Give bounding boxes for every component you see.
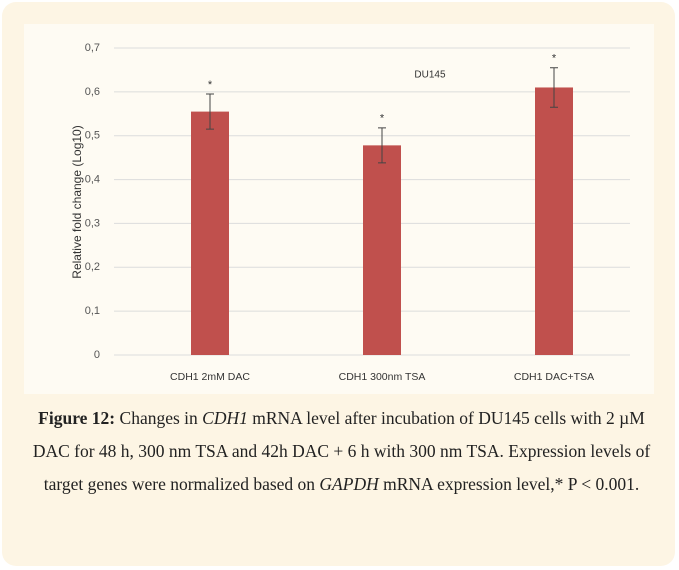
caption-text: mRNA expression level,* P < 0.001. [378, 474, 640, 494]
y-tick-label: 0,4 [85, 173, 100, 185]
y-tick-label: 0,5 [85, 130, 100, 142]
chart: DU145 Relative fold change (Log10) 0 0,1 0… [24, 24, 654, 394]
y-tick-label: 0,6 [85, 86, 100, 98]
chart-title: DU145 [414, 70, 446, 81]
error-bar [550, 67, 558, 108]
x-tick-label: CDH1 2mM DAC [170, 371, 250, 383]
x-tick-label: CDH1 DAC+TSA [514, 371, 594, 383]
y-tick-label: 0 [94, 349, 100, 361]
y-tick-label: 0,2 [85, 261, 100, 273]
significance-mark: * [208, 79, 213, 91]
significance-mark: * [380, 113, 385, 125]
y-tick-label: 0,7 [85, 42, 100, 54]
gene-name: CDH1 [202, 408, 248, 428]
y-tick-label: 0,3 [85, 217, 100, 229]
significance-mark: * [552, 53, 557, 65]
error-bar [206, 93, 214, 130]
error-bar [378, 127, 386, 164]
bar [363, 145, 401, 355]
caption-label: Figure 12: [38, 408, 116, 428]
gene-name: GAPDH [319, 474, 379, 494]
caption: Figure 12: Changes in CDH1 mRNA level af… [22, 402, 661, 501]
bar [535, 87, 573, 355]
caption-text: mRNA level after incubation of DU145 cel… [32, 408, 651, 494]
y-axis-label: Relative fold change (Log10) [70, 125, 84, 278]
x-tick-label: CDH1 300nm TSA [339, 371, 426, 383]
bar [191, 111, 229, 355]
caption-text: Changes in [115, 408, 203, 428]
y-tick-label: 0,1 [85, 305, 100, 317]
